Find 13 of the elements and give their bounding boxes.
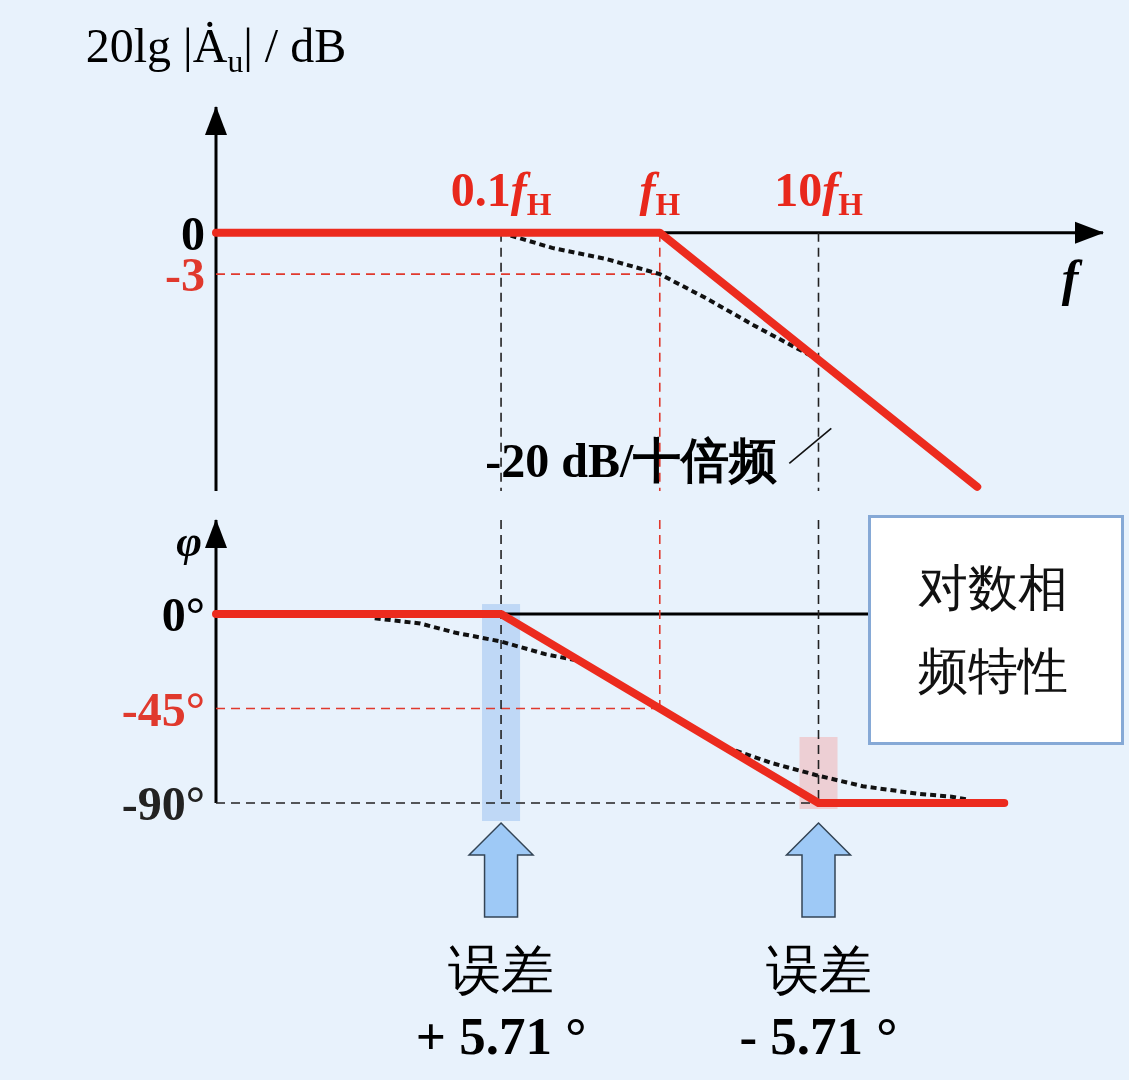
x-tick-label: f$_{H}$	[639, 162, 681, 223]
annotation: -20 dB/十倍频	[485, 434, 778, 488]
y-axis-title: 20lg |Ȧ$_{u}$| / dB	[85, 19, 347, 79]
annotation: 误差 - 5.71 °	[739, 941, 898, 1065]
x-axis-title: f	[1061, 249, 1083, 306]
text: 对数相频特性	[918, 559, 1069, 701]
y-tick-label: -45°	[121, 682, 205, 736]
y-axis-title: φ	[176, 517, 202, 566]
y-tick-label: 0°	[161, 587, 205, 641]
x-tick-label: 0.1f$_{H}$	[450, 162, 552, 223]
y-tick-label: -90°	[121, 776, 205, 830]
annotation: 误差 + 5.71 °	[415, 941, 587, 1065]
x-tick-label: 10f$_{H}$	[774, 162, 864, 223]
